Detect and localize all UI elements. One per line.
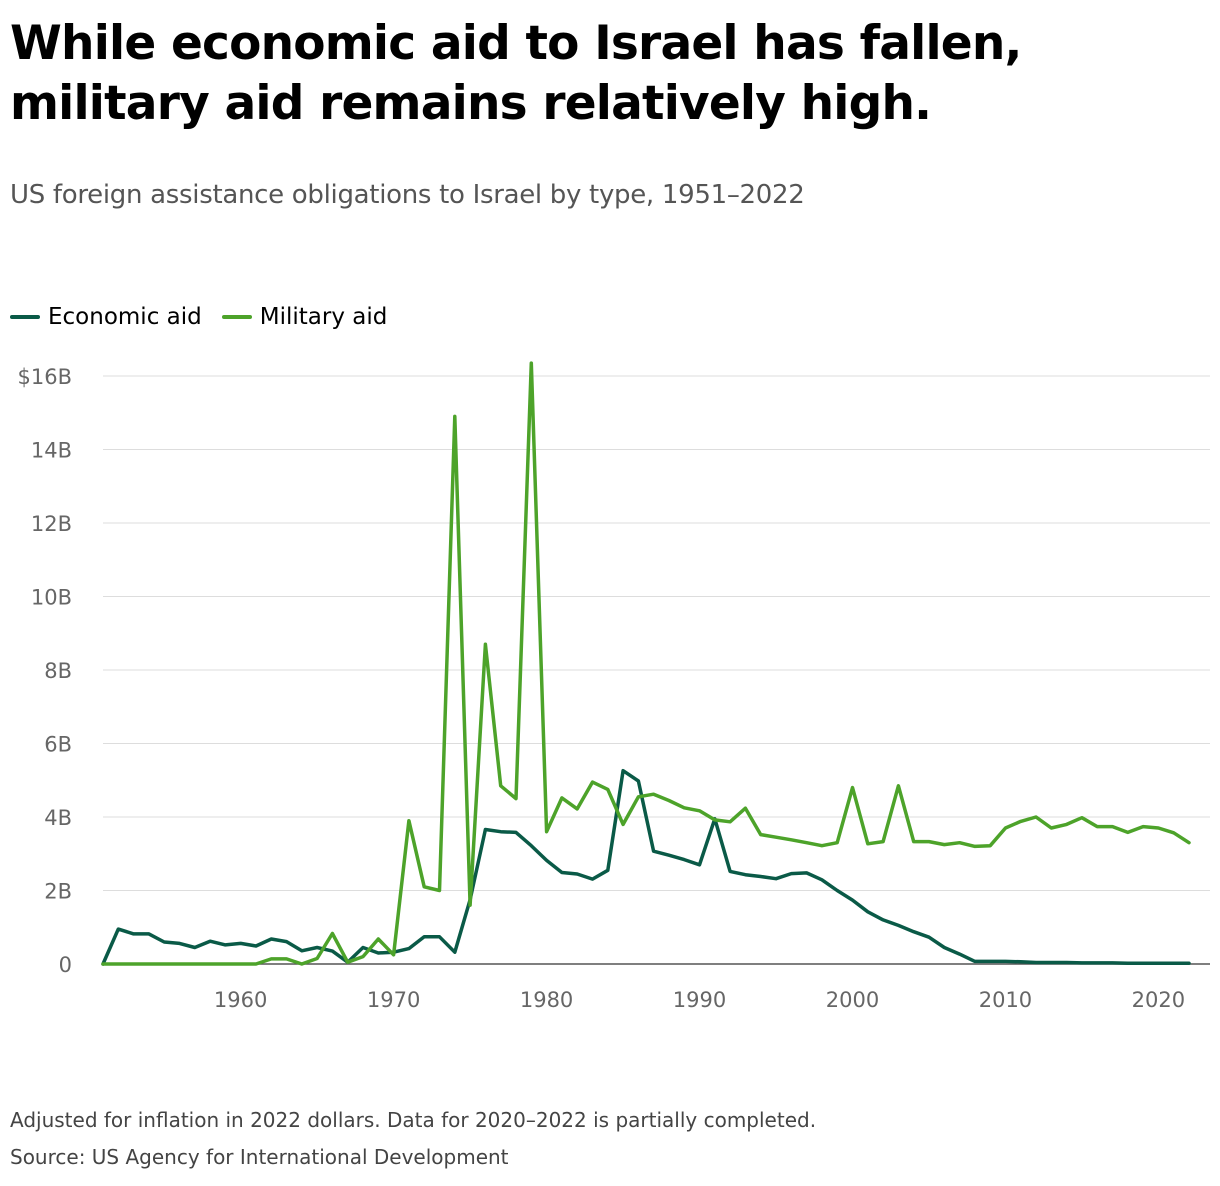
gridlines: [103, 375, 1210, 891]
x-tick-label: 2010: [979, 988, 1032, 1012]
chart-title: While economic aid to Israel has fallen,…: [10, 16, 1022, 131]
x-tick-label: 2020: [1132, 988, 1185, 1012]
footnote: Adjusted for inflation in 2022 dollars. …: [10, 1108, 817, 1132]
y-tick-label: 12B: [31, 512, 72, 536]
legend-label-economic-aid: Economic aid: [48, 304, 202, 330]
y-tick-label: 2B: [44, 880, 72, 904]
x-tick-label: 1970: [367, 988, 420, 1012]
y-tick-label: 0: [59, 953, 72, 977]
x-tick-label: 1960: [214, 988, 267, 1012]
line-chart: 0 2B 4B 6B 8B 10B 12B 14B $16B 1960 1970 1980 1990 2…: [18, 361, 1210, 1012]
legend: Economic aid Military aid: [10, 304, 407, 330]
y-tick-label: 10B: [31, 586, 72, 610]
legend-label-military-aid: Military aid: [259, 304, 388, 330]
y-tick-label: 14B: [31, 439, 72, 463]
legend-swatch-economic-aid: [10, 315, 40, 319]
series-line-military-aid: [101, 361, 1191, 966]
x-axis-tick-labels: 1960 1970 1980 1990 2000 2010 2020: [214, 988, 1185, 1012]
legend-swatch-military-aid: [221, 315, 252, 319]
y-axis-tick-labels: 0 2B 4B 6B 8B 10B 12B 14B $16B: [18, 365, 73, 977]
legend-item-military-aid: Military aid: [221, 304, 388, 330]
y-tick-label: $16B: [18, 365, 73, 389]
x-tick-label: 1990: [673, 988, 726, 1012]
series-lines: [101, 361, 1191, 966]
series-line-economic-aid: [101, 768, 1191, 966]
source-note: Source: US Agency for International Deve…: [10, 1145, 509, 1169]
y-tick-label: 8B: [44, 659, 72, 683]
x-tick-label: 1980: [520, 988, 573, 1012]
y-tick-label: 6B: [44, 733, 72, 757]
legend-item-economic-aid: Economic aid: [10, 304, 202, 330]
chart-subtitle: US foreign assistance obligations to Isr…: [10, 180, 805, 210]
y-tick-label: 4B: [44, 806, 72, 830]
x-tick-label: 2000: [826, 988, 879, 1012]
